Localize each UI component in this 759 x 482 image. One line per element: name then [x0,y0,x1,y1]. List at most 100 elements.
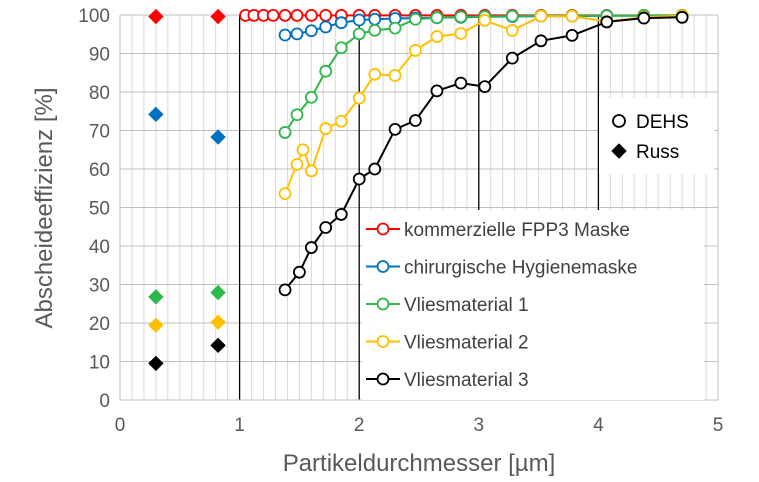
dehs-point [278,187,292,201]
dehs-point [534,34,548,48]
y-tick-label: 0 [99,391,110,412]
russ-point [210,284,226,301]
series-legend-label: Vliesmaterial 3 [404,370,529,391]
dehs-point [409,44,422,57]
dehs-point [454,10,468,24]
russ-point [210,8,226,25]
series-legend-label: kommerzielle FPP3 Maske [404,220,630,241]
dehs-point [304,8,318,22]
dehs-point [304,24,318,38]
dehs-point [637,11,651,25]
dehs-point [388,122,402,136]
dehs-point [565,9,579,23]
y-tick-label: 20 [89,314,110,335]
dehs-point [505,51,519,65]
dehs-point [565,29,579,42]
russ-point [148,317,164,334]
series-legend-label: chirurgische Hygienemaske [404,258,637,279]
dehs-point [454,27,468,40]
legend-marker-circle [612,114,626,128]
dehs-point [368,67,382,81]
legend-marker [376,297,390,311]
dehs-point [290,8,304,22]
dehs-point [292,265,306,279]
x-tick-label: 3 [474,415,485,436]
dehs-point [319,20,333,34]
y-tick-label: 60 [89,160,110,181]
axes: 0 10 20 30 40 50 60 70 80 90 100 0 1 2 3 4 5 [78,6,723,436]
legend-marker [376,222,390,236]
dehs-point [368,12,382,26]
legend-marker [376,260,390,273]
dehs-point [290,108,304,122]
dehs-point [304,90,318,104]
y-tick-label: 70 [89,122,110,143]
dehs-point [505,9,519,23]
dehs-point [368,162,382,176]
dehs-point [352,13,366,27]
x-axis-title: Partikeldurchmesser [µm] [283,450,556,477]
dehs-point [266,8,280,22]
x-tick-label: 0 [115,415,126,436]
legend-marker [376,335,390,348]
russ-point [210,129,226,145]
dehs-point [319,64,333,78]
dehs-point [319,8,333,22]
series-legend-label: Vliesmaterial 2 [404,333,529,354]
dehs-point [319,221,333,234]
dehs-point [352,172,366,186]
series-legend-box [362,210,704,400]
series-5 [148,10,689,372]
dehs-point [368,23,382,37]
y-tick-label: 40 [89,237,110,258]
series-group [148,8,689,372]
y-tick-label: 50 [89,199,110,220]
dehs-point [278,28,292,42]
dehs-point [334,208,348,221]
marker-legend-box [599,98,714,174]
dehs-point [290,27,304,41]
russ-point [148,355,164,372]
dehs-point [430,84,444,98]
dehs-point [675,10,689,24]
y-tick-label: 90 [89,45,110,66]
dehs-point [278,126,292,139]
dehs-point [534,9,548,23]
dehs-point [352,27,366,41]
dehs-point [296,143,310,157]
y-tick-label: 100 [78,6,110,27]
legend-marker [376,372,390,386]
y-axis-title: Abscheideeffizienz [%] [31,87,58,328]
dehs-point [430,30,444,43]
dehs-point [478,80,492,94]
dehs-point [430,11,444,25]
dehs-point [388,69,402,82]
dehs-point [505,23,519,37]
russ-point [210,337,226,354]
russ-point [148,8,164,25]
russ-point [148,106,164,123]
dehs-point [278,283,292,297]
y-tick-label: 80 [89,83,110,104]
dehs-point [334,41,348,55]
dehs-point [409,114,422,127]
dehs-point [334,114,348,128]
legend-marker-diamond [611,143,627,159]
dehs-point [319,122,333,135]
dehs-point [454,76,468,90]
x-tick-label: 2 [354,415,365,436]
marker-legend-label: DEHS [636,112,689,133]
dehs-point [304,164,318,178]
dehs-point [334,16,348,30]
series-legend-label: Vliesmaterial 1 [404,295,529,316]
dehs-point [352,91,366,105]
russ-point [210,314,226,330]
dehs-point [388,21,402,35]
x-tick-label: 1 [234,415,245,436]
dehs-point [290,157,304,171]
dehs-point [478,13,492,27]
dehs-point [600,15,614,29]
x-tick-label: 5 [713,415,724,436]
dehs-point [304,241,318,254]
